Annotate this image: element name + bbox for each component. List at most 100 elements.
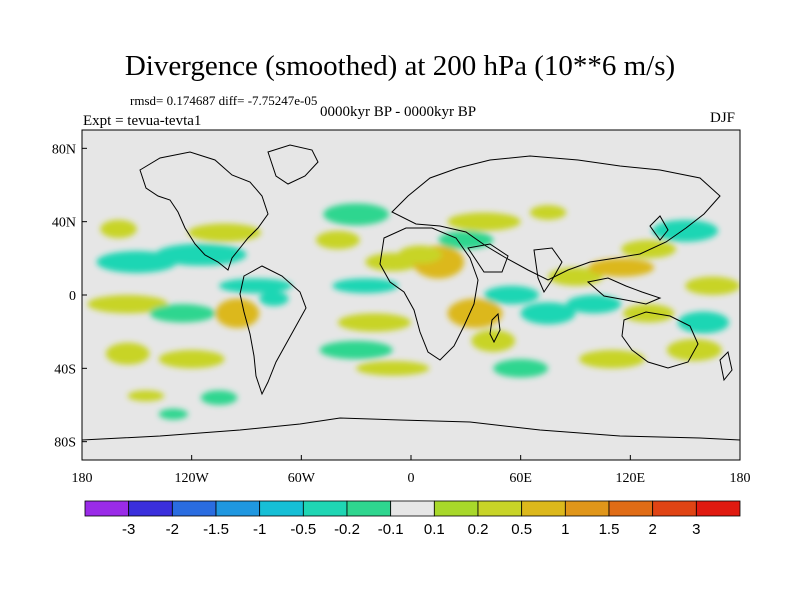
colorbar-box-9	[477, 500, 523, 517]
y-tick-label-4: 80S	[54, 436, 76, 451]
australia-coast	[621, 311, 699, 369]
field-region-9	[105, 342, 150, 365]
madagascar-coast	[489, 312, 501, 344]
colorbar-box-1	[128, 500, 173, 517]
new-zealand-coast	[719, 351, 733, 382]
colorbar-box-13	[652, 500, 697, 517]
map-title: Divergence (smoothed) at 200 hPa (10**6 …	[124, 50, 676, 82]
colorbar-label-9: 0.5	[511, 521, 532, 538]
colorbar-label-0: -3	[122, 521, 135, 538]
colorbar-label-4: -0.5	[290, 521, 316, 538]
field-region-36	[685, 276, 740, 296]
colorbar-box-6	[346, 500, 392, 517]
colorbar-box-10	[521, 500, 566, 517]
period-label: 0000kyr BP - 0000kyr BP	[320, 104, 477, 120]
antarctica-coast	[82, 417, 740, 441]
y-tick-label-2: 0	[69, 289, 76, 304]
field-region-21	[398, 245, 443, 264]
field-region-27	[484, 285, 539, 305]
arabia-coast	[467, 243, 509, 273]
field-region-13	[323, 203, 390, 226]
map-axes: 180 120W 60W 0 60E 120E 180 80N 40N 0 40S 80S	[52, 142, 751, 486]
colorbar-label-8: 0.2	[468, 521, 489, 538]
colorbar-label-1: -2	[166, 521, 179, 538]
eurasia-coast	[391, 155, 721, 281]
field-region-12	[127, 390, 165, 402]
field-region-14	[315, 230, 360, 250]
colorbar-label-13: 3	[692, 521, 700, 538]
colorbar-box-2	[171, 500, 217, 517]
colorbar-label-6: -0.1	[378, 521, 404, 538]
field-region-17	[337, 313, 412, 332]
colorbar: -3 -2 -1.5 -1 -0.5 -0.2 -0.1 0.1 0.2 0.5 1 1.5 2 3	[84, 500, 741, 538]
field-region-5	[149, 304, 216, 323]
season-label: DJF	[710, 110, 736, 126]
y-tick-label-1: 40N	[52, 216, 76, 231]
colorbar-box-7	[390, 500, 435, 517]
field-region-40	[158, 408, 189, 420]
field-region-37	[579, 350, 645, 369]
colorbar-box-5	[302, 500, 348, 517]
field-region-30	[588, 258, 655, 277]
field-region-19	[356, 361, 430, 376]
x-tick-label-0: 180	[72, 471, 93, 486]
experiment-label: Expt = tevua-tevta1	[83, 113, 202, 129]
field-region-22	[438, 230, 494, 250]
x-tick-label-1: 120W	[175, 471, 210, 486]
x-tick-label-6: 180	[730, 471, 751, 486]
field-region-8	[219, 278, 293, 294]
field-region-32	[652, 219, 719, 242]
divergence-field	[87, 203, 740, 420]
colorbar-label-7: 0.1	[424, 521, 445, 538]
colorbar-label-2: -1.5	[203, 521, 229, 538]
north-america-coast	[139, 151, 269, 271]
field-region-25	[447, 298, 503, 329]
colorbar-label-10: 1	[561, 521, 569, 538]
south-america-coast	[239, 265, 307, 396]
x-tick-label-3: 0	[408, 471, 415, 486]
field-region-28	[520, 302, 576, 325]
x-tick-label-4: 60E	[509, 471, 532, 486]
field-region-2	[100, 219, 137, 239]
map-background	[82, 130, 740, 460]
field-region-4	[87, 295, 168, 314]
colorbar-label-11: 1.5	[599, 521, 620, 538]
field-region-33	[566, 295, 622, 314]
greenland-coast	[267, 144, 319, 185]
field-region-11	[200, 390, 238, 405]
x-tick-label-2: 60W	[288, 471, 316, 486]
colorbar-box-12	[608, 500, 654, 517]
field-region-31	[621, 240, 677, 259]
x-tick-label-5: 120E	[616, 471, 646, 486]
field-region-10	[158, 350, 225, 369]
field-region-24	[529, 205, 567, 220]
field-region-39	[493, 359, 549, 378]
colorbar-box-4	[259, 500, 304, 517]
rmsd-stats: rmsd= 0.174687 diff= -7.75247e-05	[130, 93, 318, 108]
japan-coast	[649, 215, 669, 241]
maritime-continent-coast	[586, 277, 662, 305]
y-tick-label-0: 80N	[52, 142, 76, 157]
field-region-34	[623, 304, 675, 323]
india-coast	[533, 247, 563, 294]
colorbar-box-3	[215, 500, 261, 517]
colorbar-label-5: -0.2	[334, 521, 360, 538]
coastlines	[82, 144, 740, 441]
field-region-3	[188, 223, 262, 242]
field-region-23	[447, 212, 521, 231]
field-region-6	[215, 298, 260, 329]
colorbar-label-3: -1	[253, 521, 266, 538]
field-region-1	[155, 243, 247, 266]
colorbar-label-12: 2	[648, 521, 656, 538]
colorbar-box-0	[84, 500, 130, 517]
field-region-35	[677, 311, 730, 334]
y-tick-label-3: 40S	[54, 362, 76, 377]
colorbar-box-11	[564, 500, 610, 517]
colorbar-box-14	[695, 500, 741, 517]
colorbar-box-8	[433, 500, 479, 517]
field-region-7	[259, 291, 289, 306]
field-region-16	[332, 278, 399, 294]
africa-coast	[379, 227, 479, 361]
field-region-18	[319, 340, 393, 360]
